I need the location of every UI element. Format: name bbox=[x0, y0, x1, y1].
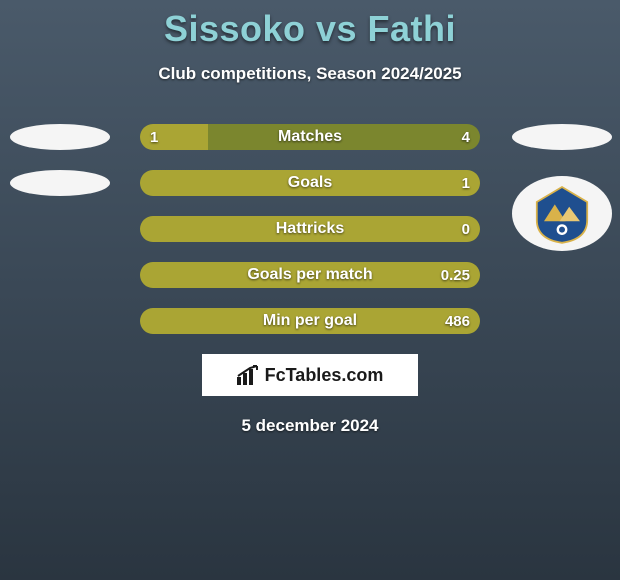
stat-label: Goals bbox=[140, 170, 480, 196]
pyramids-logo-icon bbox=[532, 184, 592, 244]
stat-label: Hattricks bbox=[140, 216, 480, 242]
player1-club-badge-placeholder bbox=[10, 124, 110, 150]
stat-right-value: 0.25 bbox=[431, 262, 480, 288]
stat-right-value: 0 bbox=[452, 216, 480, 242]
stat-row: Hattricks0 bbox=[140, 216, 480, 242]
brand-box[interactable]: FcTables.com bbox=[202, 354, 418, 396]
right-badges bbox=[512, 124, 612, 251]
stat-label: Min per goal bbox=[140, 308, 480, 334]
stat-row: Goals1 bbox=[140, 170, 480, 196]
stats-area: 1Matches4Goals1Hattricks0Goals per match… bbox=[0, 124, 620, 334]
comparison-card: Sissoko vs Fathi Club competitions, Seas… bbox=[0, 0, 620, 580]
brand-text: FcTables.com bbox=[265, 365, 384, 386]
stat-row: Goals per match0.25 bbox=[140, 262, 480, 288]
stat-row: Min per goal486 bbox=[140, 308, 480, 334]
chart-icon bbox=[237, 365, 259, 385]
left-badges bbox=[10, 124, 110, 196]
stat-right-value: 1 bbox=[452, 170, 480, 196]
stat-right-value: 486 bbox=[435, 308, 480, 334]
stat-label: Matches bbox=[140, 124, 480, 150]
stat-row: 1Matches4 bbox=[140, 124, 480, 150]
player2-club-badge bbox=[512, 176, 612, 251]
stat-label: Goals per match bbox=[140, 262, 480, 288]
stat-bars: 1Matches4Goals1Hattricks0Goals per match… bbox=[140, 124, 480, 334]
player1-nation-badge-placeholder bbox=[10, 170, 110, 196]
stat-right-value: 4 bbox=[452, 124, 480, 150]
player2-nation-badge-placeholder bbox=[512, 124, 612, 150]
page-title: Sissoko vs Fathi bbox=[0, 8, 620, 50]
subtitle: Club competitions, Season 2024/2025 bbox=[0, 64, 620, 84]
date-line: 5 december 2024 bbox=[0, 416, 620, 436]
